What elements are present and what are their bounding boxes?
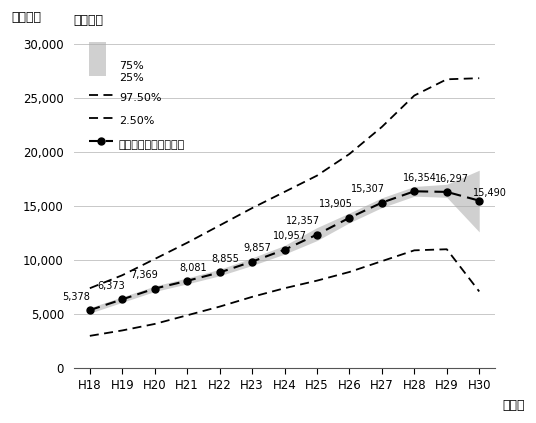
Text: 6,373: 6,373 [98, 281, 125, 291]
Text: 16,297: 16,297 [435, 173, 470, 184]
Text: 8,081: 8,081 [179, 263, 206, 272]
Legend: 75%
25%, 97.50%, 2.50%, 推定個体数（中央値）: 75% 25%, 97.50%, 2.50%, 推定個体数（中央値） [84, 55, 191, 158]
Text: 10,957: 10,957 [273, 231, 307, 242]
Text: 15,307: 15,307 [351, 184, 385, 194]
Text: 16,354: 16,354 [403, 173, 437, 183]
Text: 7,369: 7,369 [130, 270, 158, 280]
Text: 13,905: 13,905 [318, 200, 353, 209]
Text: 12,357: 12,357 [286, 216, 320, 226]
Text: 9,857: 9,857 [244, 243, 272, 253]
Text: 5,378: 5,378 [62, 292, 90, 302]
Text: 8,855: 8,855 [211, 254, 239, 264]
Text: （頭数）: （頭数） [73, 14, 103, 27]
Text: 15,490: 15,490 [473, 188, 507, 198]
Text: （頭数）: （頭数） [11, 11, 41, 24]
Text: （年）: （年） [502, 399, 525, 412]
